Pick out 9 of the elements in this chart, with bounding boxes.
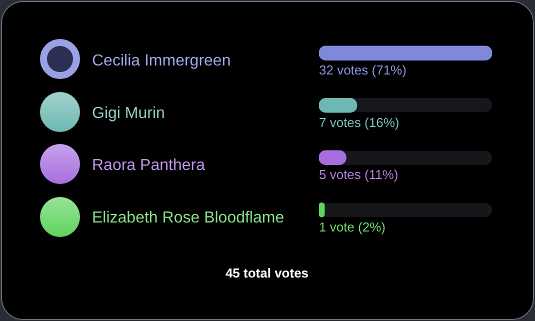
data-label: 5 votes (11%) bbox=[319, 167, 398, 182]
data-label: 7 votes (16%) bbox=[319, 114, 400, 130]
y-tick-label: Cecilia Immergreen bbox=[92, 52, 231, 70]
data-label: 32 votes (71%) bbox=[319, 62, 406, 78]
text: 45 total votes bbox=[225, 266, 309, 281]
y-tick-label: Raora Panthera bbox=[92, 157, 206, 174]
y-tick-label: Elizabeth Rose Bloodflame bbox=[92, 209, 284, 226]
y-tick-label: Gigi Murin bbox=[92, 104, 165, 122]
data-label: 1 vote (2%) bbox=[319, 219, 386, 234]
